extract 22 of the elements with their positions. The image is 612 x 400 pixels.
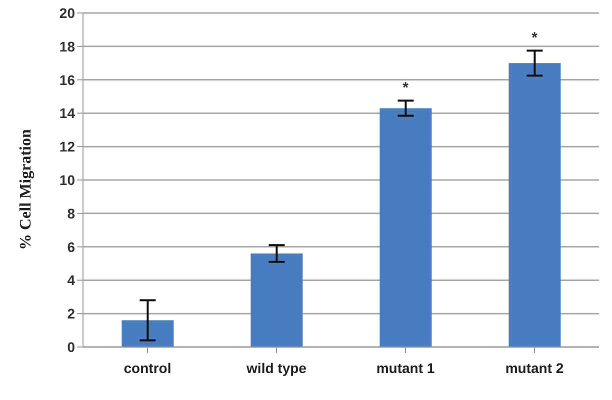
x-tick-label: mutant 1 xyxy=(376,360,435,376)
annotation: * xyxy=(532,30,538,47)
x-tick-label: mutant 2 xyxy=(505,360,564,376)
x-tick-label: control xyxy=(124,360,172,376)
bar xyxy=(508,63,561,347)
y-tick-label: 18 xyxy=(59,38,76,54)
bar xyxy=(380,108,432,347)
y-tick-label: 8 xyxy=(67,205,76,222)
y-tick-label: 10 xyxy=(59,172,76,188)
y-tick-label: 20 xyxy=(59,4,76,21)
annotation: * xyxy=(402,80,409,97)
y-tick-label: 0 xyxy=(67,338,76,355)
bar xyxy=(122,320,174,347)
y-tick-label: 6 xyxy=(67,238,76,255)
y-tick-label: 2 xyxy=(67,306,76,322)
x-tick-label: wild type xyxy=(246,360,307,376)
bar xyxy=(250,253,303,347)
y-tick-label: 12 xyxy=(59,138,76,155)
y-tick-label: 4 xyxy=(67,272,76,288)
y-tick-label: 16 xyxy=(59,72,76,88)
y-axis-title: % Cell Migration xyxy=(18,129,35,250)
y-tick-label: 14 xyxy=(59,105,76,122)
